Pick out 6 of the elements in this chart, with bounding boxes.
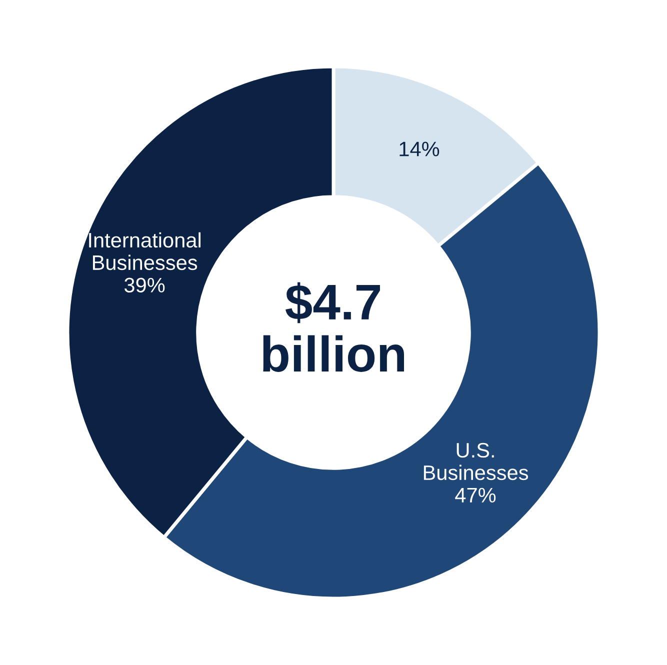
slice-label: U.S. Businesses (424, 442, 528, 480)
text: $4.7 billion (263, 282, 404, 372)
data-label: 39% (124, 278, 165, 293)
data-label: 14% (400, 142, 440, 156)
data-label: 47% (455, 488, 496, 502)
slice-label: International Businesses (89, 232, 200, 270)
